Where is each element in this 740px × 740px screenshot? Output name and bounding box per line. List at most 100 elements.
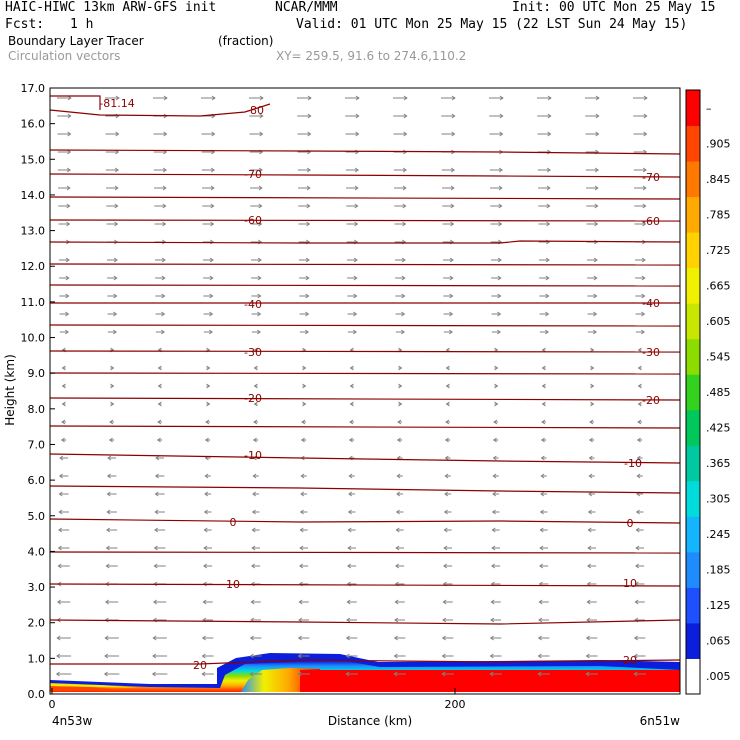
contour-line bbox=[49, 103, 271, 117]
vector-arrow bbox=[103, 671, 120, 677]
vector-arrow bbox=[396, 437, 403, 443]
vector-arrow bbox=[202, 563, 213, 569]
vector-arrow bbox=[250, 203, 263, 209]
vector-arrow bbox=[251, 293, 262, 299]
vector-arrow bbox=[395, 293, 406, 299]
color-bar-swatch bbox=[686, 125, 700, 162]
vector-arrow bbox=[491, 527, 500, 533]
contour-label: 10 bbox=[623, 577, 637, 590]
vector-arrow bbox=[586, 563, 597, 569]
vector-arrow bbox=[394, 257, 406, 263]
vector-arrow bbox=[59, 329, 70, 335]
vector-arrow bbox=[297, 635, 310, 641]
color-bar-swatch bbox=[686, 622, 700, 659]
vector-arrow bbox=[152, 635, 167, 641]
vector-arrow bbox=[348, 491, 356, 497]
vector-arrow bbox=[298, 203, 311, 209]
contour-label: 0 bbox=[627, 517, 634, 530]
vector-arrow bbox=[444, 473, 451, 479]
color-bar-swatch bbox=[686, 90, 700, 127]
vector-arrow bbox=[297, 167, 311, 173]
xy-label: XY= 259.5, 91.6 to 274.6,110.2 bbox=[276, 49, 467, 63]
vector-arrow bbox=[347, 293, 358, 299]
vector-arrow bbox=[61, 365, 66, 371]
vector-arrow bbox=[60, 437, 67, 443]
vector-arrow bbox=[395, 275, 406, 281]
vector-arrow bbox=[585, 131, 600, 137]
contour-line bbox=[49, 397, 681, 401]
color-bar-label: .605 bbox=[706, 315, 731, 328]
vector-arrow bbox=[153, 545, 166, 551]
vector-arrow bbox=[445, 419, 451, 425]
vector-arrow bbox=[206, 383, 211, 389]
vector-arrow bbox=[585, 113, 600, 119]
vector-arrow bbox=[203, 311, 214, 317]
vector-arrow bbox=[537, 131, 552, 137]
vector-arrow bbox=[539, 545, 548, 551]
vector-arrow bbox=[300, 491, 308, 497]
vector-arrow bbox=[349, 401, 354, 407]
contour-label: -60 bbox=[244, 214, 262, 227]
y-tick-label: 5.0 bbox=[28, 510, 46, 523]
vector-arrow bbox=[59, 311, 70, 317]
vector-arrow bbox=[57, 563, 70, 569]
vector-arrow bbox=[157, 401, 162, 407]
vector-arrow bbox=[252, 455, 259, 461]
x-axis: 0 200 bbox=[49, 688, 466, 711]
vector-arrow bbox=[588, 437, 595, 443]
vector-arrow bbox=[249, 131, 264, 137]
x-tick-label: 0 bbox=[49, 698, 56, 711]
vector-arrow bbox=[348, 437, 355, 443]
vector-arrow bbox=[634, 203, 647, 209]
vector-arrow bbox=[538, 563, 549, 569]
contour-label: -40 bbox=[244, 298, 262, 311]
contour-line bbox=[49, 551, 681, 554]
vector-arrow bbox=[299, 311, 310, 317]
vector-arrow bbox=[105, 563, 118, 569]
vector-arrow bbox=[538, 599, 549, 605]
vector-arrow bbox=[586, 221, 599, 227]
vector-arrow bbox=[540, 491, 548, 497]
vector-arrow bbox=[442, 185, 455, 191]
contour-label: -70 bbox=[244, 168, 262, 181]
vector-arrow bbox=[539, 293, 550, 299]
vector-arrow bbox=[443, 545, 452, 551]
vector-arrow bbox=[494, 365, 499, 371]
vector-arrow bbox=[105, 131, 120, 137]
vector-arrow bbox=[489, 131, 504, 137]
tracer-surface-strip bbox=[50, 692, 680, 694]
vector-arrow bbox=[537, 653, 550, 659]
color-bar-swatch bbox=[686, 409, 700, 446]
vector-arrow bbox=[538, 185, 551, 191]
vector-arrow bbox=[106, 527, 118, 533]
vector-arrow bbox=[107, 455, 117, 461]
contour-line bbox=[49, 173, 681, 178]
vector-arrow bbox=[541, 383, 546, 389]
color-bar-label: .485 bbox=[706, 386, 731, 399]
vector-arrow bbox=[635, 293, 646, 299]
vector-arrow bbox=[107, 275, 118, 281]
field-name: Boundary Layer Tracer bbox=[8, 34, 144, 48]
color-bar-frame bbox=[685, 89, 701, 695]
vector-arrow bbox=[490, 599, 501, 605]
vector-arrow bbox=[587, 329, 598, 335]
vector-arrow bbox=[633, 653, 646, 659]
vector-arrow bbox=[202, 203, 215, 209]
contour-label: -60 bbox=[642, 215, 660, 228]
contour-line bbox=[49, 453, 681, 464]
vector-arrow bbox=[251, 545, 260, 551]
contour-label: -80 bbox=[246, 104, 264, 117]
vector-arrow bbox=[585, 671, 598, 677]
vector-arrow bbox=[251, 275, 262, 281]
vector-arrow bbox=[441, 653, 454, 659]
vector-arrow bbox=[346, 617, 358, 623]
vector-arrow bbox=[58, 221, 71, 227]
vector-arrow bbox=[106, 221, 119, 227]
color-bar-swatch bbox=[686, 196, 700, 233]
vector-arrow bbox=[491, 275, 502, 281]
vector-arrow bbox=[489, 653, 502, 659]
vector-arrow bbox=[489, 635, 502, 641]
color-bar-swatch bbox=[686, 232, 700, 269]
vector-arrow bbox=[57, 167, 71, 173]
vector-arrow bbox=[57, 545, 70, 551]
